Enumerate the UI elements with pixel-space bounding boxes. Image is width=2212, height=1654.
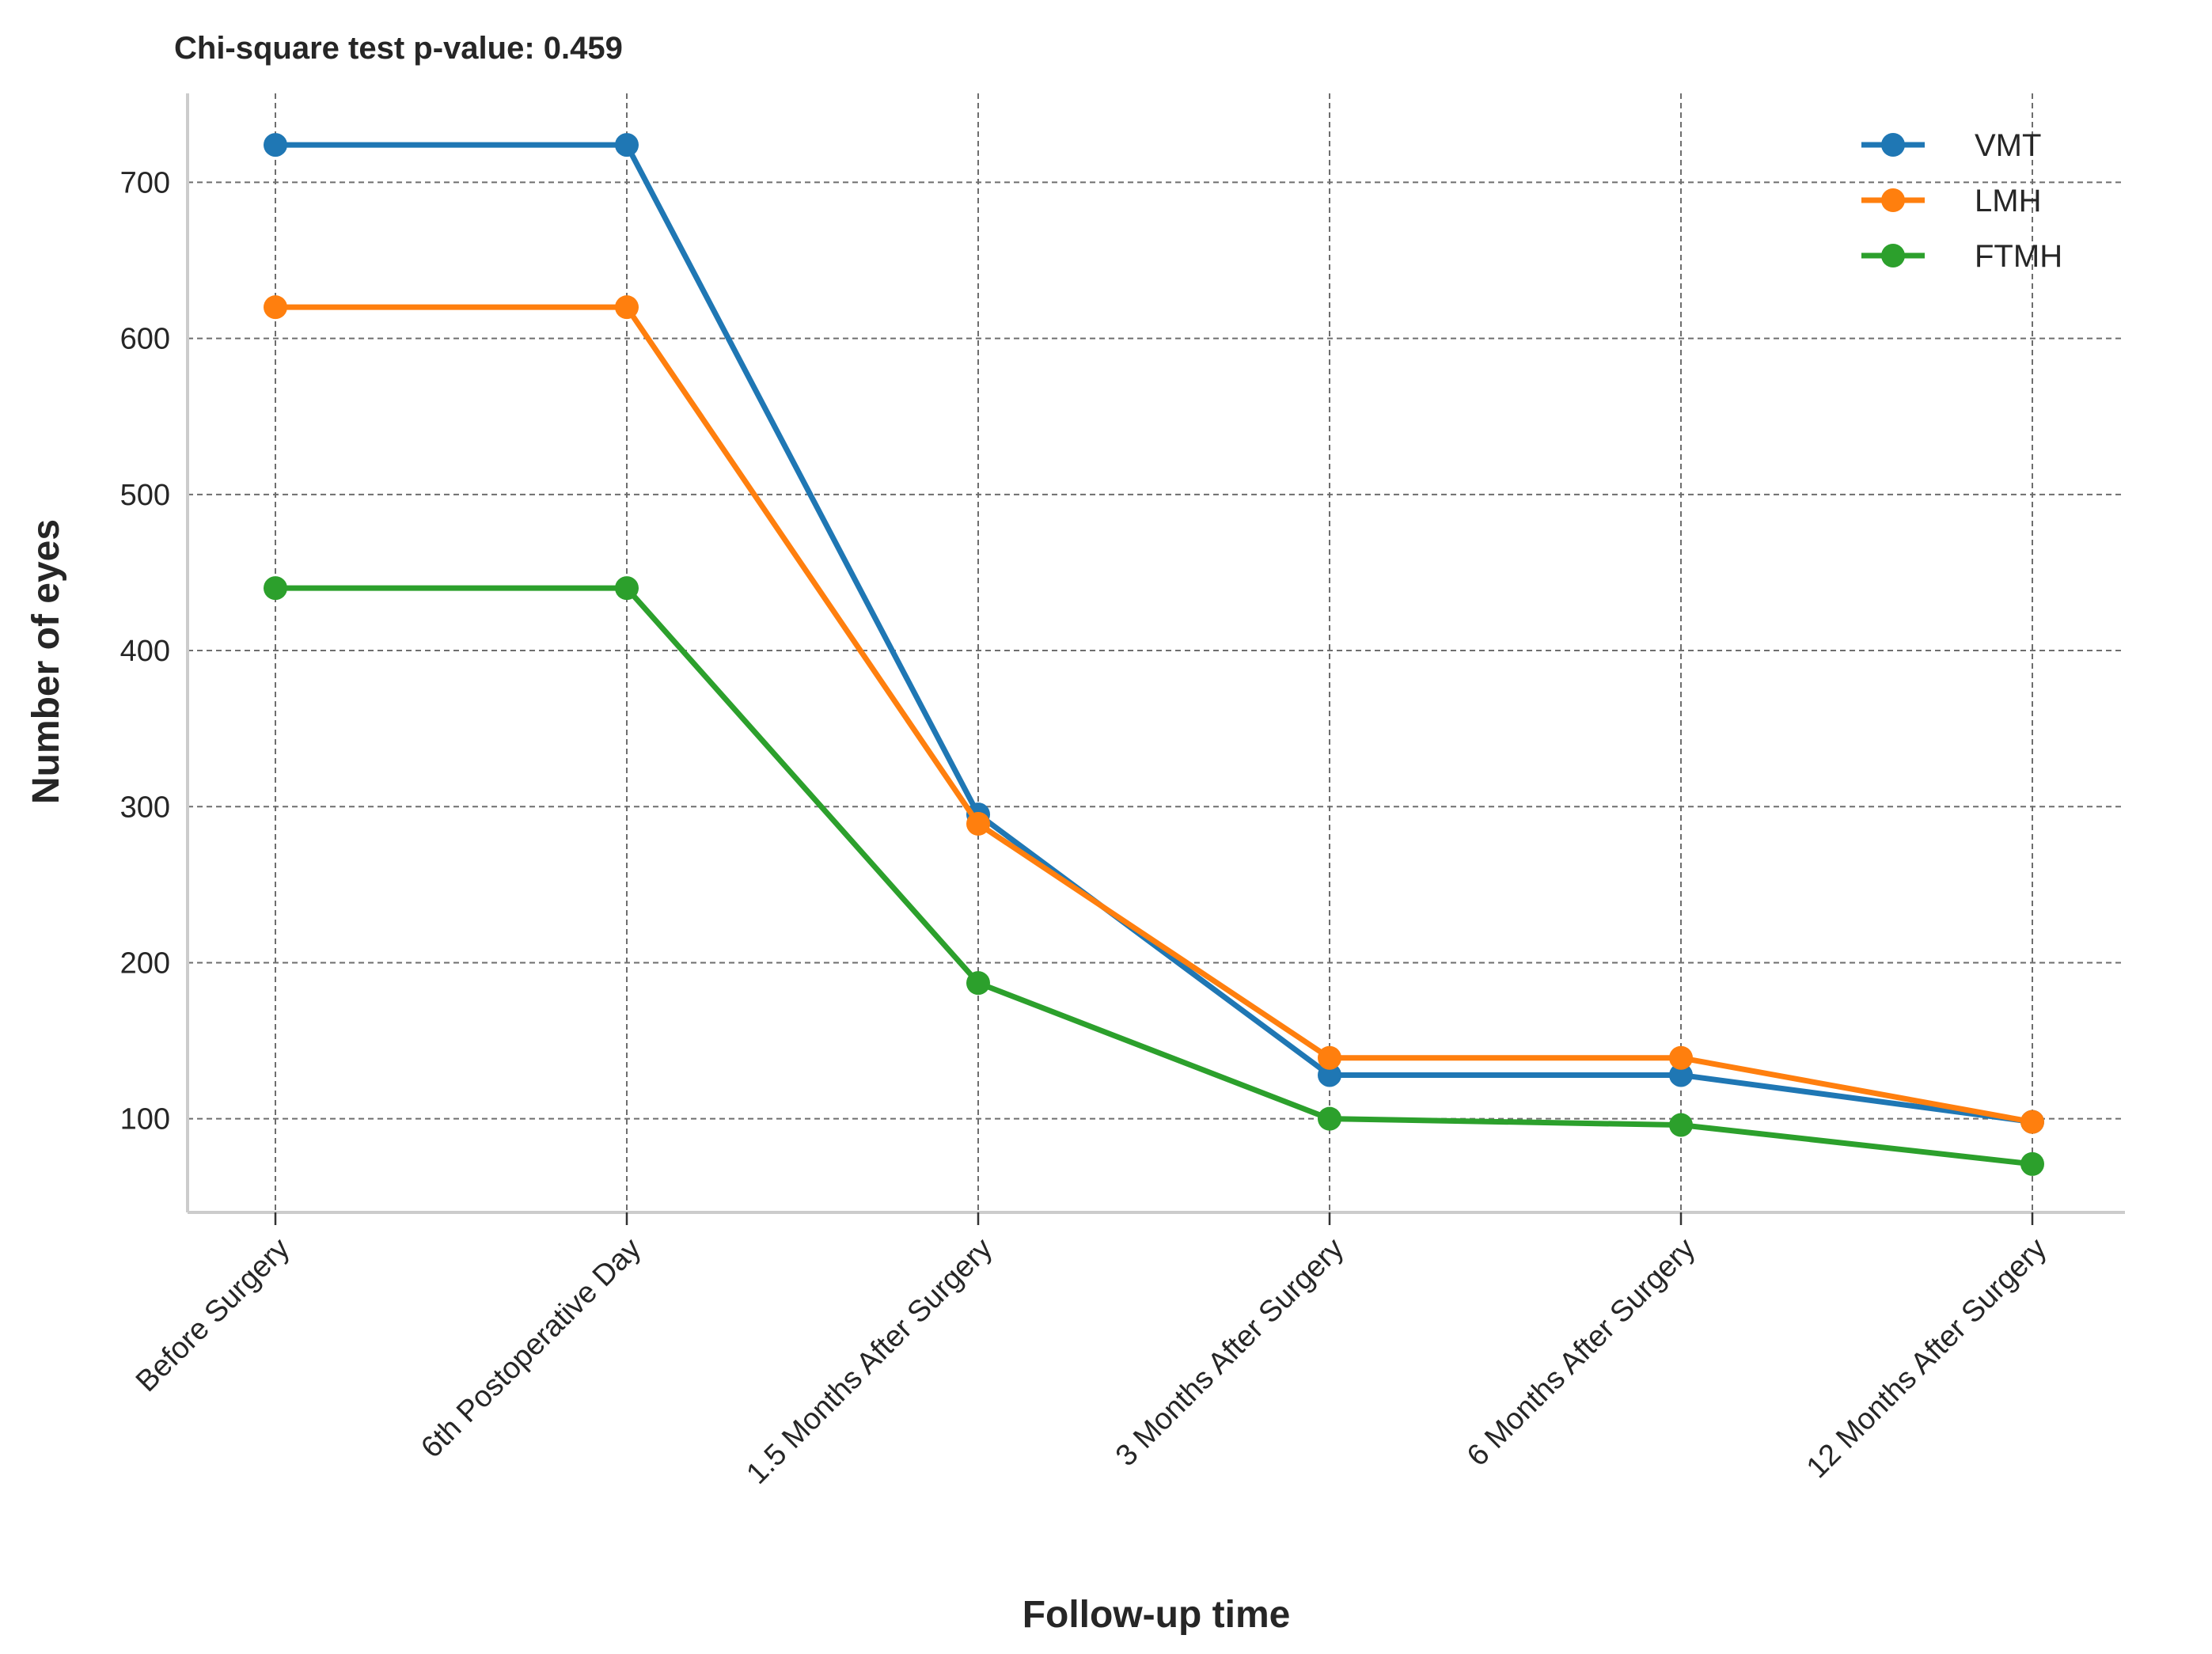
chart-title: Chi-square test p-value: 0.459 bbox=[174, 31, 623, 66]
series-line-lmh bbox=[272, 304, 2036, 1125]
tick-labels: 100 200 300 400 500 600 700 Before Surgery 6th P… bbox=[120, 166, 2054, 1490]
x-tick-label: 12 Months After Surgery bbox=[1800, 1232, 2053, 1485]
series bbox=[264, 133, 2044, 1176]
data-point-lmh bbox=[264, 295, 287, 320]
data-point-lmh bbox=[1318, 1045, 1341, 1070]
y-tick-label: 200 bbox=[120, 946, 170, 980]
y-axis-label: Number of eyes bbox=[25, 519, 67, 804]
data-point-lmh bbox=[966, 811, 990, 836]
x-tick-label: 6 Months After Surgery bbox=[1461, 1232, 1702, 1474]
y-tick-label: 300 bbox=[120, 791, 170, 824]
grid bbox=[188, 93, 2125, 1212]
x-tick-label: 6th Postoperative Day bbox=[415, 1232, 647, 1465]
data-point-ftmh bbox=[264, 576, 287, 601]
y-tick-label: 400 bbox=[120, 635, 170, 668]
series-line-vmt bbox=[272, 142, 2036, 1125]
data-point-vmt bbox=[264, 133, 287, 157]
data-point-ftmh bbox=[1669, 1113, 1693, 1137]
legend-label-vmt: VMT bbox=[1975, 128, 2041, 163]
data-point-vmt bbox=[1318, 1063, 1341, 1087]
y-tick-label: 100 bbox=[120, 1103, 170, 1136]
legend-marker-vmt bbox=[1881, 133, 1905, 157]
x-axis-label: Follow-up time bbox=[1023, 1594, 1291, 1636]
data-point-ftmh bbox=[2020, 1151, 2044, 1176]
x-tick-label: 3 Months After Surgery bbox=[1110, 1232, 1351, 1474]
legend-label-lmh: LMH bbox=[1975, 184, 2041, 218]
y-tick-label: 500 bbox=[120, 479, 170, 512]
data-point-vmt bbox=[1669, 1063, 1693, 1087]
series-line-ftmh bbox=[272, 585, 2036, 1167]
data-point-lmh bbox=[2020, 1110, 2044, 1134]
data-point-lmh bbox=[615, 295, 639, 320]
axes bbox=[186, 93, 2125, 1214]
data-point-lmh bbox=[1669, 1045, 1693, 1070]
data-point-ftmh bbox=[615, 576, 639, 601]
y-tick-label: 700 bbox=[120, 166, 170, 199]
data-point-ftmh bbox=[966, 971, 990, 996]
legend-label-ftmh: FTMH bbox=[1975, 239, 2062, 274]
data-point-ftmh bbox=[1318, 1106, 1341, 1131]
legend: VMT LMH FTMH bbox=[1861, 128, 2062, 274]
x-tick-label: Before Surgery bbox=[130, 1232, 296, 1398]
data-point-vmt bbox=[615, 133, 639, 157]
legend-marker-lmh bbox=[1881, 188, 1905, 212]
legend-marker-ftmh bbox=[1881, 244, 1905, 267]
x-tick-label: 1.5 Months After Surgery bbox=[740, 1232, 999, 1491]
y-tick-label: 600 bbox=[120, 323, 170, 356]
